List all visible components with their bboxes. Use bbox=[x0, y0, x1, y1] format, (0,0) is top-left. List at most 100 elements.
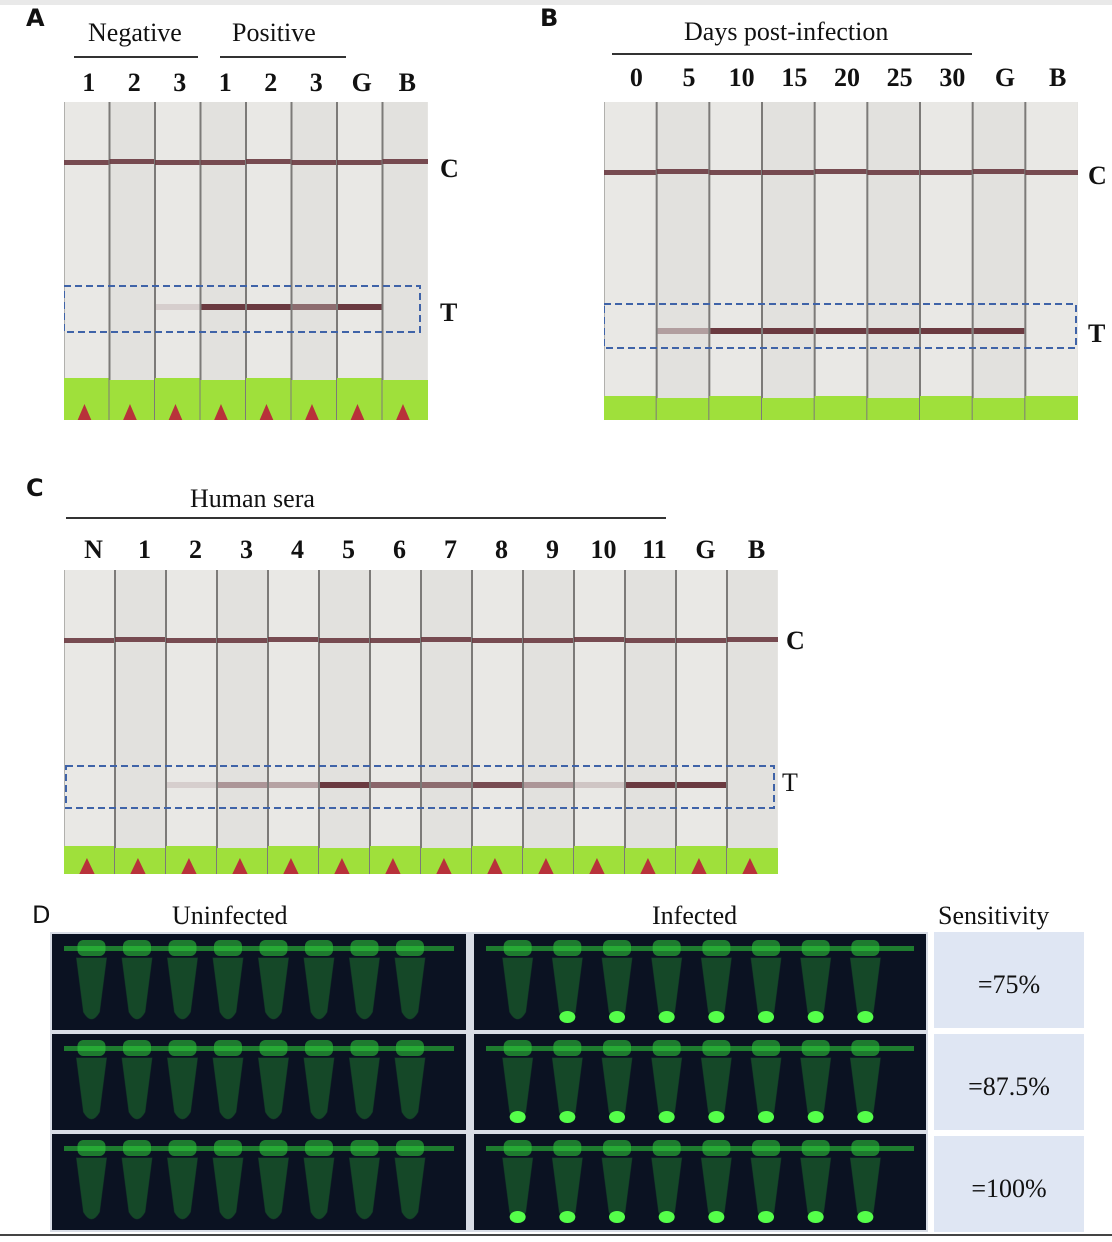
panel-d-uninfected-tube bbox=[121, 957, 153, 1020]
panel-d-infected-fluorescent-spot bbox=[559, 1111, 576, 1123]
panel-a-control-band bbox=[200, 160, 246, 165]
panel-c-pad-mark bbox=[130, 858, 146, 874]
panel-d-uninfected-tube-cap bbox=[259, 1040, 288, 1056]
panel-b-lane-label: G bbox=[994, 63, 1016, 92]
panel-d-uninfected-tube bbox=[257, 957, 290, 1020]
panel-d-uninfected-tube bbox=[303, 1157, 335, 1220]
panel-d-uninfected-tube bbox=[212, 1157, 244, 1220]
panel-a-c-label: C bbox=[440, 154, 459, 183]
panel-b-control-band bbox=[762, 170, 815, 175]
panel-d-uninfected-tube-strip-bar bbox=[64, 1146, 454, 1151]
panel-d-uninfected-tube-cap bbox=[395, 1140, 424, 1156]
panel-c-test-band bbox=[371, 782, 420, 788]
panel-b-lane-label: 20 bbox=[834, 63, 860, 92]
panel-a-t-label: T bbox=[440, 298, 458, 327]
panel-d-uninfected-tube-cap bbox=[77, 1140, 106, 1156]
panel-b-t-label: T bbox=[1088, 319, 1106, 348]
panel-a-pad-mark bbox=[168, 404, 183, 420]
panel-a-pad-mark bbox=[396, 404, 410, 420]
panel-d-infected-tube-cap bbox=[702, 1140, 731, 1156]
panel-c-lane-label: N bbox=[84, 535, 103, 564]
panel-b-lane-label: 0 bbox=[629, 63, 643, 92]
panel-d-infected-tube-cap bbox=[752, 940, 781, 956]
panel-d-uninfected-tube-cap bbox=[168, 1040, 197, 1056]
panel-a-test-band bbox=[338, 304, 382, 310]
panel-d-uninfected-tube bbox=[166, 1157, 199, 1220]
panel-d-uninfected-tube bbox=[121, 1057, 153, 1120]
panel-d-infected-fluorescent-spot bbox=[509, 1211, 526, 1223]
panel-d-infected-tube bbox=[502, 957, 534, 1020]
panel-c-strip bbox=[218, 570, 267, 874]
panel-d-sensitivity-header: Sensitivity bbox=[938, 901, 1050, 930]
panel-d-uninfected-tube-cap bbox=[350, 1140, 379, 1156]
panel-b-strip-photo bbox=[604, 102, 1078, 420]
panel-d-uninfected-tube bbox=[394, 957, 426, 1020]
panel-c-test-band bbox=[677, 782, 726, 788]
panel-b-lane-label: 5 bbox=[682, 63, 696, 92]
panel-d-infected-tube-strip-bar bbox=[486, 946, 914, 951]
panel-c-control-band bbox=[676, 638, 727, 643]
panel-b-test-band bbox=[657, 328, 709, 334]
panel-d-uninfected-tube-cap bbox=[259, 940, 288, 956]
panel-d-infected-fluorescent-spot bbox=[609, 1211, 626, 1223]
panel-a-strip bbox=[110, 102, 154, 420]
panel-d-infected-fluorescent-spot bbox=[609, 1111, 626, 1123]
panel-d-uninfected-tube bbox=[121, 1157, 153, 1220]
panel-c-control-band bbox=[166, 638, 217, 643]
panel-c-pad-mark bbox=[334, 858, 350, 874]
panel-d-infected-fluorescent-spot bbox=[708, 1111, 725, 1123]
panel-c-pad-mark bbox=[640, 858, 656, 874]
panel-c-strip-photo bbox=[64, 570, 778, 874]
panel-b-control-band bbox=[814, 169, 868, 174]
panel-a-test-band bbox=[247, 304, 291, 310]
panel-c-c-label: C bbox=[786, 626, 805, 655]
panel-b-test-band bbox=[973, 328, 1025, 334]
panel-b-strip bbox=[710, 102, 761, 420]
panel-c-strip bbox=[320, 570, 369, 874]
panel-c-lane-label: 11 bbox=[642, 535, 667, 564]
panel-d-infected-fluorescent-spot bbox=[758, 1111, 775, 1123]
panel-c-lane-label: 5 bbox=[342, 535, 355, 564]
panel-d-sensitivity-value: =87.5% bbox=[934, 1034, 1084, 1130]
panel-b-control-band bbox=[1025, 170, 1078, 175]
panel-d-uninfected-tube-cap bbox=[168, 940, 197, 956]
panel-c-pad-mark bbox=[589, 858, 605, 874]
panel-c-test-band bbox=[320, 782, 369, 788]
panel-a-strip bbox=[201, 102, 245, 420]
panel-c-strip bbox=[167, 570, 216, 874]
panel-b-sample-pad bbox=[1025, 396, 1078, 420]
panel-a-control-band bbox=[155, 160, 201, 165]
panel-d-uninfected-tube-strip-bar bbox=[64, 946, 454, 951]
panel-c-pad-mark bbox=[538, 858, 554, 874]
panel-a-strip bbox=[65, 102, 109, 420]
panel-d-infected-tube-cap bbox=[652, 1140, 681, 1156]
panel-d-infected-fluorescent-spot bbox=[509, 1111, 526, 1123]
panel-b-sample-pad bbox=[972, 398, 1026, 420]
panel-b-sample-pad bbox=[656, 398, 710, 420]
panel-c-lane-label: B bbox=[747, 535, 766, 564]
panel-c-control-band bbox=[472, 638, 523, 643]
panel-a-control-band bbox=[382, 159, 428, 164]
panel-c-test-band bbox=[422, 782, 471, 788]
top-border bbox=[0, 0, 1112, 5]
panel-c-test-line-box bbox=[65, 765, 775, 809]
panel-d-uninfected-tube bbox=[303, 1057, 335, 1120]
panel-c-pad-mark bbox=[436, 858, 452, 874]
panel-c-pad-mark bbox=[742, 858, 758, 874]
panel-d-uninfected-tube-cap bbox=[350, 940, 379, 956]
panel-a-lane-label: 3 bbox=[309, 68, 323, 97]
panel-c-strip bbox=[116, 570, 165, 874]
panel-c-t-label: T bbox=[782, 768, 798, 797]
panel-d-uninfected-tube bbox=[394, 1057, 426, 1120]
panel-d-uninfected-tube bbox=[212, 1057, 244, 1120]
panel-b-test-band bbox=[710, 328, 761, 334]
panel-d-infected-fluorescent-spot bbox=[857, 1011, 874, 1023]
panel-a-strip bbox=[247, 102, 291, 420]
panel-a-lane-label: 3 bbox=[173, 68, 187, 97]
panel-d-infected-tube-strip-bar bbox=[486, 1046, 914, 1051]
panel-a-pad-mark bbox=[305, 404, 319, 420]
panel-b-strip bbox=[868, 102, 919, 420]
panel-a-strip-photo bbox=[64, 102, 428, 420]
panel-d-uninfected-tube bbox=[75, 1057, 108, 1120]
panel-a-control-band bbox=[246, 159, 292, 164]
